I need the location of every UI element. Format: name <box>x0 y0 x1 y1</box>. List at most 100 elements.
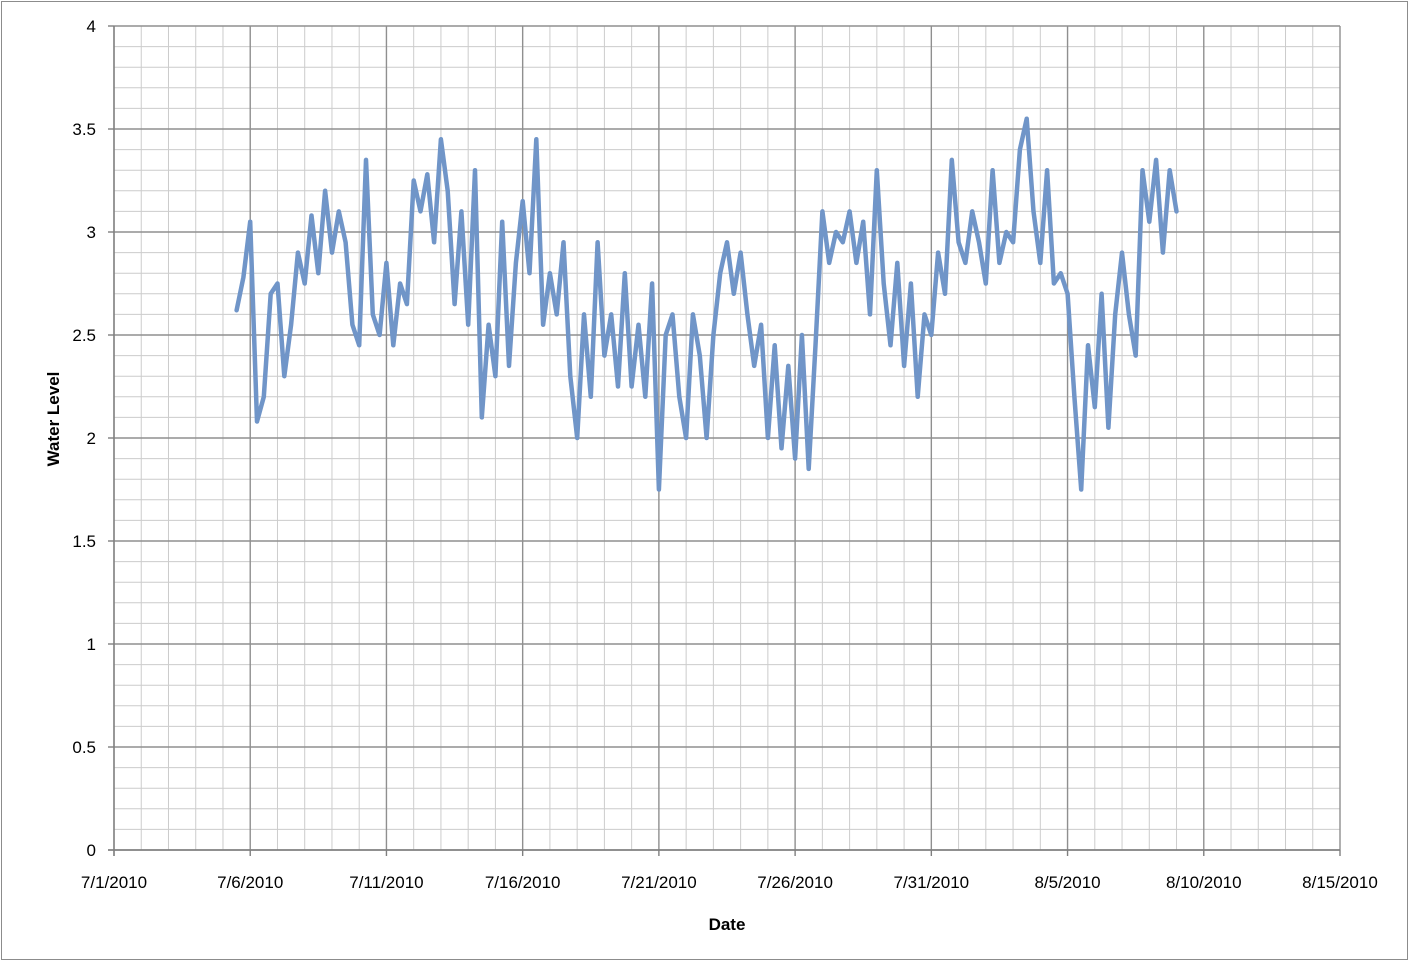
data-point <box>834 230 838 234</box>
data-point <box>719 272 722 275</box>
data-point <box>494 375 497 378</box>
data-point <box>276 282 279 285</box>
x-tick-label: 7/6/2010 <box>217 873 283 892</box>
data-point <box>943 292 947 295</box>
data-point <box>487 323 490 326</box>
data-point <box>1175 210 1178 213</box>
y-tick-label: 3.5 <box>72 120 96 139</box>
y-tick-label: 2 <box>87 429 96 448</box>
data-point <box>698 354 701 357</box>
data-point <box>596 241 599 244</box>
data-point <box>930 333 933 337</box>
x-axis-title: Date <box>709 915 746 934</box>
data-point <box>623 272 626 275</box>
x-tick-label: 7/21/2010 <box>621 873 697 892</box>
data-point <box>739 251 742 254</box>
data-point <box>446 189 449 192</box>
data-point <box>1114 313 1117 316</box>
series-line-0 <box>234 116 1179 492</box>
y-tick-label: 0 <box>87 841 96 860</box>
data-point <box>848 210 851 213</box>
x-tick-label: 7/1/2010 <box>81 873 147 892</box>
data-point <box>787 364 790 368</box>
data-point <box>507 364 511 368</box>
data-point <box>528 272 531 275</box>
y-tick-label: 0.5 <box>72 738 96 757</box>
data-point <box>991 169 994 172</box>
data-point <box>950 158 953 162</box>
data-point <box>712 333 715 337</box>
data-point <box>977 241 981 244</box>
data-point <box>323 189 327 192</box>
data-point <box>392 344 395 347</box>
data-point <box>1107 426 1110 429</box>
data-point <box>868 313 872 316</box>
data-point <box>385 261 388 265</box>
data-point <box>610 313 613 316</box>
data-point <box>909 282 913 285</box>
data-point <box>855 261 858 265</box>
data-point <box>589 395 592 398</box>
data-point <box>936 251 940 254</box>
data-point <box>303 282 306 285</box>
data-point <box>732 292 735 295</box>
data-point <box>249 220 252 223</box>
data-point <box>746 313 749 316</box>
data-point <box>657 488 661 491</box>
data-point <box>603 354 606 357</box>
data-point <box>405 302 409 306</box>
data-point <box>1127 313 1131 316</box>
data-point <box>1052 282 1056 285</box>
data-point <box>576 436 579 440</box>
data-point <box>289 323 293 326</box>
data-point <box>1120 251 1124 254</box>
data-point <box>671 313 674 316</box>
y-tick-label: 4 <box>87 17 96 36</box>
data-point <box>337 210 340 213</box>
data-point <box>426 173 429 176</box>
data-point <box>1093 405 1097 409</box>
data-point <box>896 261 899 265</box>
data-point <box>800 333 804 337</box>
y-axis-tick-labels: 0 0.5 1 1.5 2 2.5 3 3.5 4 <box>72 17 96 860</box>
data-point <box>821 210 824 213</box>
data-point <box>432 241 436 244</box>
data-point <box>1018 148 1022 151</box>
data-point <box>705 436 708 440</box>
data-point <box>984 282 987 285</box>
data-point <box>310 214 313 217</box>
data-point <box>1154 158 1158 162</box>
data-point <box>460 210 463 213</box>
data-point <box>753 364 756 368</box>
data-point <box>269 292 272 295</box>
data-point <box>235 309 238 312</box>
y-axis-title: Water Level <box>44 372 63 467</box>
data-point <box>242 276 245 279</box>
data-point <box>889 344 892 347</box>
data-point <box>467 323 470 326</box>
data-point <box>875 169 878 172</box>
data-point <box>296 251 300 254</box>
data-point <box>1032 210 1035 213</box>
data-point <box>807 467 810 471</box>
y-tick-label: 3 <box>87 223 96 242</box>
data-point <box>501 220 504 223</box>
data-point <box>1045 169 1049 172</box>
data-point <box>1134 354 1137 357</box>
data-point <box>317 272 320 275</box>
data-point <box>473 169 477 172</box>
data-point <box>923 313 926 316</box>
data-point <box>535 138 538 141</box>
data-point <box>998 261 1001 265</box>
data-point <box>957 241 960 244</box>
data-point <box>691 313 695 316</box>
data-point <box>1148 220 1151 223</box>
data-point <box>902 364 906 368</box>
data-point <box>862 220 865 223</box>
data-point <box>344 241 347 244</box>
data-point <box>1066 292 1069 295</box>
data-point <box>793 457 797 460</box>
data-point <box>1086 344 1090 347</box>
data-point <box>358 344 361 347</box>
